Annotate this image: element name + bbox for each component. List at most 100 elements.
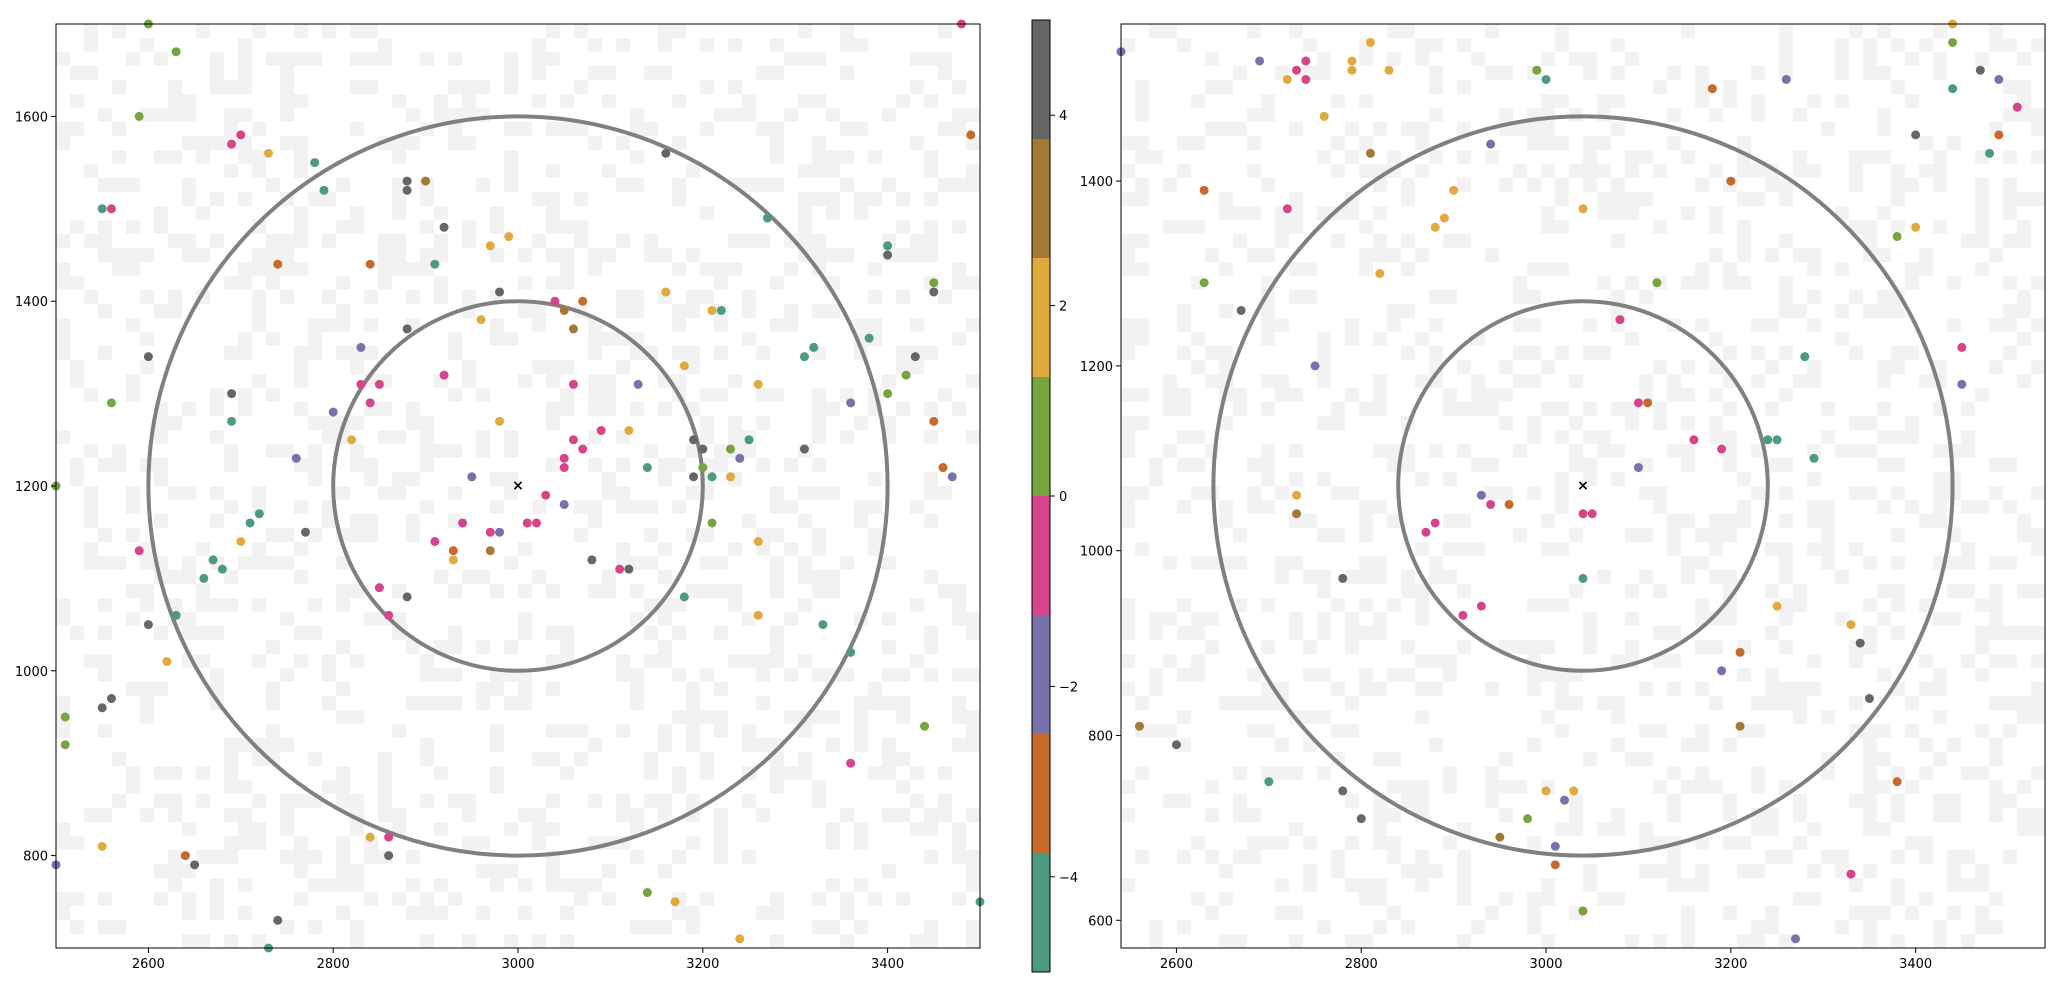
y-tick-label: 1200: [1080, 360, 1113, 375]
raster-cell: [868, 262, 882, 276]
raster-cell: [1387, 906, 1401, 920]
raster-cell: [1667, 444, 1681, 458]
raster-cell: [1737, 164, 1751, 178]
raster-cell: [224, 836, 238, 850]
raster-cell: [938, 290, 952, 304]
raster-cell: [630, 108, 644, 122]
raster-cell: [1611, 738, 1625, 752]
raster-cell: [1877, 584, 1891, 598]
raster-cell: [168, 304, 182, 318]
raster-cell: [1121, 262, 1135, 276]
raster-cell: [1373, 808, 1387, 822]
raster-cell: [210, 136, 224, 150]
raster-cell: [1345, 640, 1359, 654]
raster-cell: [364, 24, 378, 38]
raster-cell: [1387, 598, 1401, 612]
raster-cell: [742, 108, 756, 122]
raster-cell: [616, 290, 630, 304]
raster-cell: [952, 598, 966, 612]
raster-cell: [1373, 752, 1387, 766]
scatter-point: [217, 564, 227, 574]
raster-cell: [70, 892, 84, 906]
raster-cell: [1135, 108, 1149, 122]
scatter-point: [1458, 610, 1468, 620]
raster-cell: [1317, 472, 1331, 486]
raster-cell: [1975, 52, 1989, 66]
raster-cell: [826, 878, 840, 892]
scatter-point: [559, 453, 569, 463]
raster-cell: [1121, 654, 1135, 668]
raster-cell: [1205, 346, 1219, 360]
raster-cell: [1359, 514, 1373, 528]
raster-cell: [686, 164, 700, 178]
raster-cell: [1429, 654, 1443, 668]
raster-cell: [910, 318, 924, 332]
raster-cell: [168, 598, 182, 612]
raster-cell: [1541, 262, 1555, 276]
raster-cell: [714, 808, 728, 822]
raster-cell: [1471, 542, 1485, 556]
raster-cell: [1345, 696, 1359, 710]
raster-cell: [1723, 94, 1737, 108]
raster-cell: [1541, 164, 1555, 178]
raster-cell: [1135, 192, 1149, 206]
raster-cell: [1835, 850, 1849, 864]
scatter-point: [1985, 148, 1995, 158]
raster-cell: [504, 164, 518, 178]
raster-cell: [1121, 444, 1135, 458]
raster-cell: [2017, 220, 2031, 234]
raster-cell: [392, 430, 406, 444]
raster-cell: [644, 234, 658, 248]
raster-cell: [770, 178, 784, 192]
scatter-point: [310, 158, 320, 168]
raster-cell: [448, 136, 462, 150]
raster-cell: [728, 598, 742, 612]
raster-cell: [1541, 52, 1555, 66]
raster-cell: [966, 612, 980, 626]
raster-cell: [924, 220, 938, 234]
raster-cell: [1121, 234, 1135, 248]
scatter-point: [578, 444, 588, 454]
raster-cell: [1933, 360, 1947, 374]
raster-cell: [1989, 584, 2003, 598]
raster-cell: [434, 248, 448, 262]
raster-cell: [224, 444, 238, 458]
raster-cell: [826, 486, 840, 500]
raster-cell: [826, 822, 840, 836]
raster-cell: [1905, 52, 1919, 66]
raster-cell: [700, 528, 714, 542]
raster-cell: [84, 388, 98, 402]
raster-cell: [1289, 766, 1303, 780]
raster-cell: [742, 654, 756, 668]
raster-cell: [1555, 402, 1569, 416]
raster-cell: [658, 640, 672, 654]
raster-cell: [742, 178, 756, 192]
raster-cell: [742, 304, 756, 318]
left-inner-circle: [331, 299, 705, 673]
raster-cell: [1317, 668, 1331, 682]
raster-cell: [1583, 178, 1597, 192]
raster-cell: [1457, 80, 1471, 94]
raster-cell: [448, 486, 462, 500]
raster-cell: [420, 220, 434, 234]
raster-cell: [2017, 332, 2031, 346]
raster-cell: [1919, 136, 1933, 150]
raster-cell: [1527, 430, 1541, 444]
raster-cell: [420, 696, 434, 710]
raster-cell: [1779, 850, 1793, 864]
raster-cell: [504, 66, 518, 80]
raster-cell: [1247, 486, 1261, 500]
raster-cell: [1541, 220, 1555, 234]
raster-cell: [798, 654, 812, 668]
raster-cell: [2031, 360, 2045, 374]
scatter-point: [1486, 139, 1496, 149]
raster-cell: [1681, 738, 1695, 752]
raster-cell: [294, 892, 308, 906]
scatter-point: [1643, 398, 1653, 408]
raster-cell: [1135, 318, 1149, 332]
raster-cell: [854, 500, 868, 514]
raster-cell: [504, 822, 518, 836]
raster-cell: [1457, 444, 1471, 458]
y-tick-label: 1000: [1080, 545, 1113, 560]
raster-cell: [490, 500, 504, 514]
